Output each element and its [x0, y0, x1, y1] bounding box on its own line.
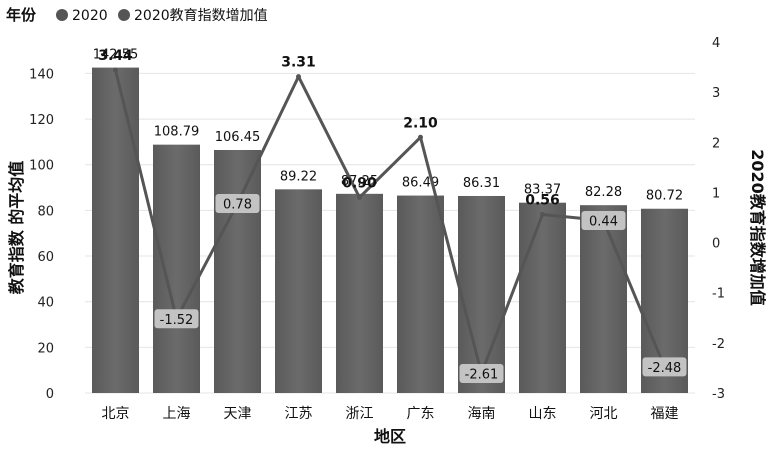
bar-上海	[153, 144, 200, 393]
increase-point	[296, 74, 301, 80]
increase-value-label: 0.78	[223, 197, 252, 212]
increase-point	[418, 134, 423, 140]
increase-point	[540, 211, 545, 217]
y2-tick-label: 1	[712, 186, 720, 201]
y2-axis-title: 2020教育指数增加值	[748, 149, 767, 306]
x-category-label: 广东	[407, 406, 435, 422]
y-tick-label: 20	[37, 341, 54, 356]
increase-label-box	[459, 363, 504, 383]
x-category-label: 海南	[468, 406, 496, 422]
y2-tick-label: 4	[712, 36, 720, 51]
increase-value-label: 3.44	[98, 48, 133, 64]
x-category-label: 天津	[224, 406, 252, 422]
bar-value-label: 108.79	[154, 125, 200, 140]
legend-entry-bar: 2020	[72, 8, 108, 24]
increase-label-box	[581, 211, 626, 231]
x-axis-title: 地区	[374, 427, 406, 446]
increase-value-label: 2.10	[403, 115, 438, 131]
y-tick-label: 80	[37, 204, 54, 219]
y-tick-label: 100	[29, 159, 54, 174]
x-category-label: 江苏	[285, 406, 313, 422]
y-tick-label: 0	[46, 387, 54, 402]
x-category-label: 上海	[163, 406, 191, 422]
increase-label-box	[642, 357, 687, 377]
y-tick-label: 60	[37, 250, 54, 265]
x-category-label: 山东	[529, 406, 557, 422]
bar-河北	[580, 205, 627, 393]
y-tick-label: 140	[29, 67, 54, 82]
y2-tick-label: -2	[712, 337, 725, 352]
increase-point	[357, 194, 362, 200]
bar-value-label: 106.45	[215, 130, 261, 145]
x-category-label: 北京	[102, 406, 130, 422]
legend-title: 年份	[6, 6, 37, 24]
bar-天津	[214, 150, 261, 393]
y-axis-title: 教育指数 的平均值	[7, 161, 26, 295]
x-category-label: 河北	[590, 406, 618, 422]
bar-北京	[92, 67, 139, 393]
increase-label-box	[154, 309, 199, 329]
bar-江苏	[275, 189, 322, 393]
increase-line	[114, 69, 666, 375]
bar-value-label: 80.72	[646, 189, 683, 204]
legend-entry-line: 2020教育指数增加值	[134, 8, 268, 24]
bar-山东	[519, 202, 566, 393]
increase-point	[113, 67, 118, 73]
increase-value-label: 0.56	[525, 192, 560, 208]
bar-value-label: 89.22	[280, 169, 317, 184]
y-tick-label: 120	[29, 113, 54, 128]
increase-value-label: -2.48	[648, 361, 682, 376]
bar-海南	[458, 195, 505, 393]
y2-tick-label: 0	[712, 237, 720, 252]
increase-value-label: 3.31	[281, 55, 316, 71]
y-tick-label: 40	[37, 296, 54, 311]
bar-广东	[397, 195, 444, 393]
y2-tick-label: 2	[712, 136, 720, 151]
bar-value-label: 83.37	[524, 183, 561, 198]
x-category-label: 福建	[651, 406, 679, 422]
increase-label-box	[215, 193, 260, 213]
x-category-label: 浙江	[346, 406, 374, 422]
legend-marker-line	[118, 9, 130, 21]
bar-value-label: 86.31	[463, 176, 500, 191]
increase-value-label: -2.61	[465, 367, 499, 382]
increase-value-label: 0.44	[589, 215, 618, 230]
increase-value-label: 0.90	[342, 175, 377, 191]
legend-marker-bar	[56, 9, 68, 21]
y2-tick-label: -3	[712, 387, 725, 402]
increase-value-label: -1.52	[160, 313, 194, 328]
bar-浙江	[336, 193, 383, 393]
bar-value-label: 82.28	[585, 185, 622, 200]
y2-tick-label: -1	[712, 287, 725, 302]
y2-tick-label: 3	[712, 86, 720, 101]
bar-value-label: 142.55	[93, 48, 139, 63]
bar-value-label: 86.49	[402, 176, 439, 191]
